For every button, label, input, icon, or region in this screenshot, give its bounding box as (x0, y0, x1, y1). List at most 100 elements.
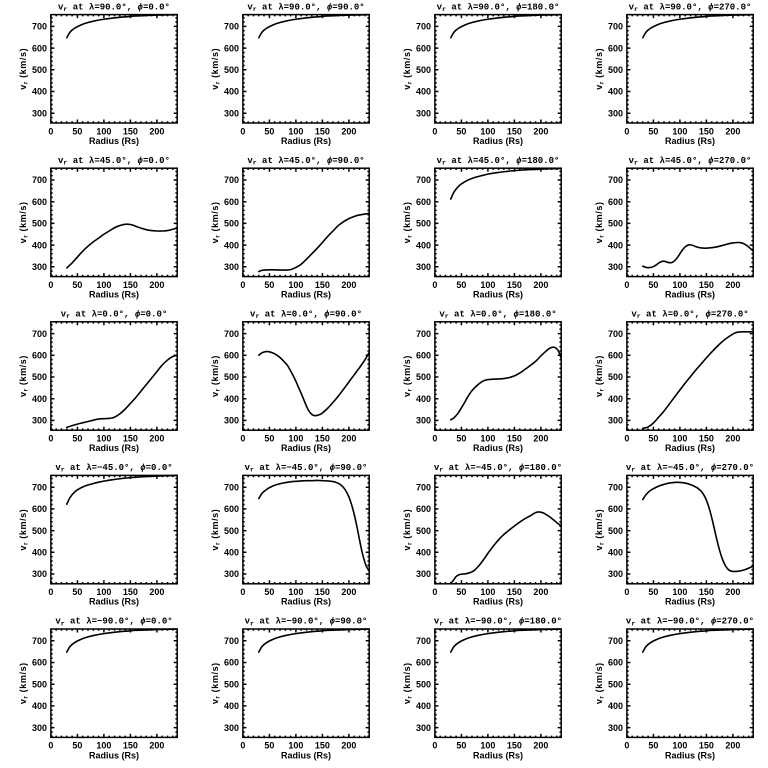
svg-text:400: 400 (32, 548, 47, 558)
svg-text:Radius (Rs): Radius (Rs) (281, 750, 331, 760)
svg-text:700: 700 (608, 636, 623, 646)
svg-text:300: 300 (416, 723, 431, 733)
svg-text:50: 50 (72, 434, 82, 444)
svg-text:50: 50 (264, 434, 274, 444)
svg-text:600: 600 (416, 504, 431, 514)
svg-text:500: 500 (32, 679, 47, 689)
svg-text:0: 0 (624, 741, 629, 751)
svg-text:vr (km/s): vr (km/s) (402, 509, 414, 551)
svg-text:600: 600 (416, 43, 431, 53)
svg-text:200: 200 (341, 126, 356, 136)
svg-text:300: 300 (608, 416, 623, 426)
svg-text:300: 300 (32, 723, 47, 733)
svg-text:Radius (Rs): Radius (Rs) (281, 290, 331, 300)
svg-text:400: 400 (608, 240, 623, 250)
svg-text:400: 400 (224, 87, 239, 97)
svg-text:500: 500 (608, 679, 623, 689)
svg-text:0: 0 (48, 741, 53, 751)
svg-text:700: 700 (32, 175, 47, 185)
svg-text:500: 500 (608, 526, 623, 536)
svg-text:600: 600 (32, 351, 47, 361)
svg-text:150: 150 (507, 126, 522, 136)
svg-text:400: 400 (32, 240, 47, 250)
svg-text:50: 50 (648, 741, 658, 751)
svg-text:200: 200 (341, 434, 356, 444)
svg-text:700: 700 (416, 329, 431, 339)
svg-text:50: 50 (456, 126, 466, 136)
svg-text:vr at λ=−90.0°, ϕ=0.0°: vr at λ=−90.0°, ϕ=0.0° (55, 617, 172, 628)
svg-text:150: 150 (699, 741, 714, 751)
svg-text:vr (km/s): vr (km/s) (594, 355, 606, 397)
svg-text:200: 200 (725, 280, 740, 290)
svg-text:150: 150 (315, 280, 330, 290)
svg-text:700: 700 (224, 636, 239, 646)
svg-text:Radius (Rs): Radius (Rs) (89, 136, 139, 146)
svg-text:300: 300 (224, 569, 239, 579)
svg-text:200: 200 (725, 434, 740, 444)
svg-text:vr at λ=−90.0°, ϕ=180.0°: vr at λ=−90.0°, ϕ=180.0° (434, 617, 562, 628)
svg-text:600: 600 (416, 351, 431, 361)
svg-text:400: 400 (608, 548, 623, 558)
svg-text:0: 0 (624, 587, 629, 597)
svg-text:300: 300 (32, 416, 47, 426)
svg-text:400: 400 (32, 87, 47, 97)
svg-text:Radius (Rs): Radius (Rs) (665, 443, 715, 453)
svg-text:Radius (Rs): Radius (Rs) (473, 136, 523, 146)
svg-text:600: 600 (608, 504, 623, 514)
svg-text:300: 300 (224, 723, 239, 733)
svg-text:400: 400 (224, 240, 239, 250)
svg-text:700: 700 (416, 175, 431, 185)
svg-text:150: 150 (315, 741, 330, 751)
svg-text:Radius (Rs): Radius (Rs) (89, 750, 139, 760)
svg-text:vr at λ=−45.0°, ϕ=180.0°: vr at λ=−45.0°, ϕ=180.0° (434, 463, 562, 474)
svg-text:400: 400 (416, 87, 431, 97)
svg-text:100: 100 (672, 280, 687, 290)
svg-text:50: 50 (264, 280, 274, 290)
svg-text:600: 600 (224, 197, 239, 207)
svg-text:700: 700 (32, 636, 47, 646)
svg-text:100: 100 (480, 280, 495, 290)
svg-text:200: 200 (533, 587, 548, 597)
svg-text:vr (km/s): vr (km/s) (594, 509, 606, 551)
svg-text:vr at λ=−45.0°, ϕ=90.0°: vr at λ=−45.0°, ϕ=90.0° (245, 463, 368, 474)
svg-text:700: 700 (416, 636, 431, 646)
svg-text:Radius (Rs): Radius (Rs) (473, 290, 523, 300)
svg-text:300: 300 (416, 416, 431, 426)
svg-text:0: 0 (432, 434, 437, 444)
svg-text:100: 100 (672, 741, 687, 751)
svg-text:0: 0 (432, 126, 437, 136)
svg-text:400: 400 (224, 394, 239, 404)
svg-text:400: 400 (224, 548, 239, 558)
svg-text:700: 700 (32, 482, 47, 492)
svg-text:150: 150 (507, 587, 522, 597)
svg-text:100: 100 (480, 587, 495, 597)
svg-text:Radius (Rs): Radius (Rs) (473, 750, 523, 760)
svg-text:vr (km/s): vr (km/s) (18, 201, 30, 243)
svg-text:100: 100 (288, 587, 303, 597)
svg-text:700: 700 (32, 22, 47, 32)
svg-text:vr (km/s): vr (km/s) (402, 48, 414, 90)
svg-text:vr at λ=0.0°, ϕ=180.0°: vr at λ=0.0°, ϕ=180.0° (439, 310, 556, 321)
svg-text:600: 600 (416, 197, 431, 207)
svg-text:vr (km/s): vr (km/s) (18, 509, 30, 551)
svg-text:0: 0 (240, 280, 245, 290)
svg-text:700: 700 (416, 482, 431, 492)
svg-text:vr (km/s): vr (km/s) (210, 201, 222, 243)
svg-text:100: 100 (672, 434, 687, 444)
svg-text:500: 500 (32, 65, 47, 75)
svg-text:700: 700 (32, 329, 47, 339)
svg-text:100: 100 (480, 126, 495, 136)
svg-text:600: 600 (608, 351, 623, 361)
svg-text:vr at λ=90.0°, ϕ=0.0°: vr at λ=90.0°, ϕ=0.0° (58, 2, 170, 13)
svg-text:Radius (Rs): Radius (Rs) (89, 290, 139, 300)
svg-text:0: 0 (240, 126, 245, 136)
svg-text:vr (km/s): vr (km/s) (210, 48, 222, 90)
svg-text:Radius (Rs): Radius (Rs) (665, 597, 715, 607)
svg-text:500: 500 (32, 372, 47, 382)
svg-text:500: 500 (32, 219, 47, 229)
svg-text:100: 100 (288, 741, 303, 751)
svg-text:Radius (Rs): Radius (Rs) (665, 136, 715, 146)
svg-text:vr at λ=45.0°, ϕ=270.0°: vr at λ=45.0°, ϕ=270.0° (629, 156, 752, 167)
svg-text:100: 100 (288, 280, 303, 290)
svg-text:300: 300 (32, 262, 47, 272)
